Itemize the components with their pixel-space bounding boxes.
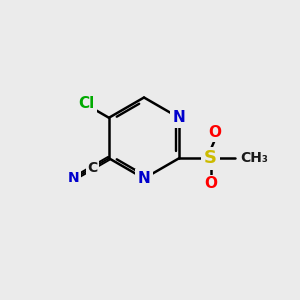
Text: C: C	[87, 161, 97, 175]
Text: N: N	[138, 171, 150, 186]
Text: N: N	[173, 110, 185, 125]
Text: O: O	[204, 176, 217, 191]
Text: Cl: Cl	[79, 96, 95, 111]
Text: N: N	[68, 172, 80, 185]
Text: S: S	[204, 149, 217, 167]
Text: O: O	[208, 125, 222, 140]
Text: CH₃: CH₃	[241, 151, 268, 165]
